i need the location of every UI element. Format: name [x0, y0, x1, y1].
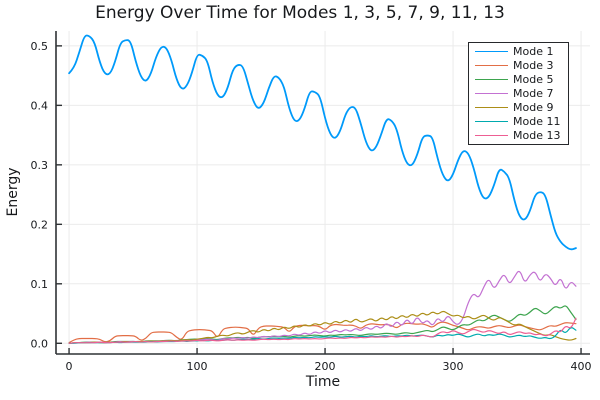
legend: Mode 1 Mode 3 Mode 5 Mode 7 Mode 9 Mode 11 Mod… — [468, 42, 569, 145]
legend-label: Mode 3 — [513, 59, 554, 72]
legend-line-sample — [475, 51, 508, 52]
legend-label: Mode 1 — [513, 45, 554, 58]
legend-label: Mode 9 — [513, 101, 554, 114]
legend-line-sample — [475, 65, 508, 66]
series-line-mode-7 — [68, 270, 577, 344]
legend-line-sample — [475, 121, 508, 122]
y-axis-label: Energy — [5, 167, 21, 217]
series-line-mode-13 — [68, 317, 577, 344]
legend-item-mode-1: Mode 1 — [469, 45, 568, 58]
x-tick-label: 300 — [443, 360, 464, 373]
legend-line-sample — [475, 79, 508, 80]
legend-item-mode-9: Mode 9 — [469, 101, 568, 114]
axis-spines — [55, 31, 590, 355]
legend-item-mode-5: Mode 5 — [469, 73, 568, 86]
y-tick-label: 0.4 — [31, 99, 49, 112]
legend-item-mode-7: Mode 7 — [469, 87, 568, 100]
y-tick-label: 0.2 — [31, 218, 49, 231]
legend-line-sample — [475, 107, 508, 108]
chart-title: Energy Over Time for Modes 1, 3, 5, 7, 9… — [95, 3, 505, 23]
y-tick-label: 0.0 — [31, 337, 49, 350]
legend-item-mode-13: Mode 13 — [469, 129, 568, 142]
x-tick-label: 100 — [187, 360, 208, 373]
legend-label: Mode 7 — [513, 87, 554, 100]
legend-label: Mode 5 — [513, 73, 554, 86]
legend-item-mode-3: Mode 3 — [469, 59, 568, 72]
series-line-mode-3 — [68, 321, 577, 344]
series-lines — [68, 34, 577, 344]
y-tick-labels: 0.0 0.1 0.2 0.3 0.4 0.5 — [31, 40, 49, 350]
x-tick-labels: 0 100 200 300 400 — [66, 360, 592, 373]
series-line-mode-1 — [68, 34, 577, 251]
x-tick-label: 0 — [66, 360, 73, 373]
y-tick-label: 0.1 — [31, 278, 49, 291]
y-tick-label: 0.5 — [31, 40, 49, 53]
legend-line-sample — [475, 135, 508, 136]
series-line-mode-5 — [68, 305, 577, 344]
legend-item-mode-11: Mode 11 — [469, 115, 568, 128]
x-tick-label: 400 — [571, 360, 592, 373]
legend-label: Mode 13 — [513, 129, 561, 142]
y-tick-label: 0.3 — [31, 159, 49, 172]
tick-marks — [56, 45, 582, 354]
x-axis-label: Time — [305, 374, 341, 390]
legend-line-sample — [475, 93, 508, 94]
legend-label: Mode 11 — [513, 115, 561, 128]
x-tick-label: 200 — [315, 360, 336, 373]
